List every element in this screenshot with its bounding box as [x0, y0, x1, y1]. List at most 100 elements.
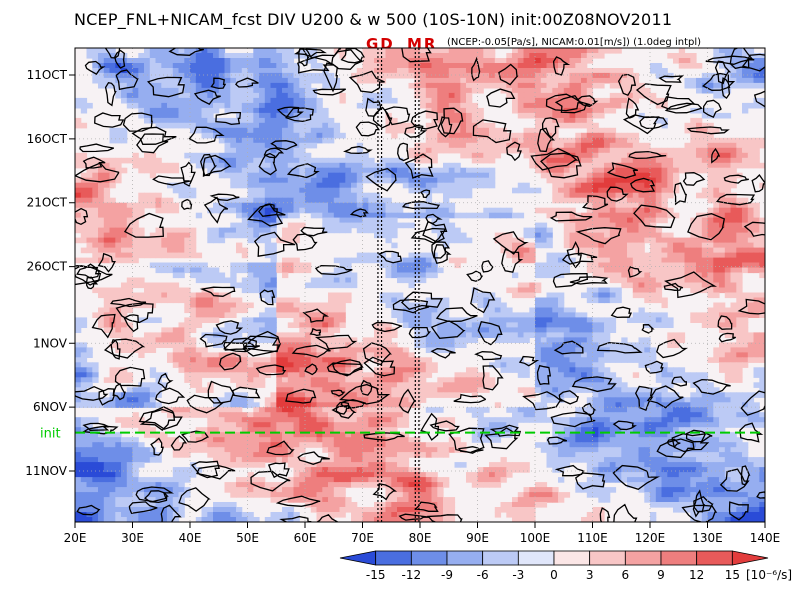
shading-cell [466, 172, 473, 179]
shading-cell [724, 267, 732, 274]
shading-cell [86, 48, 93, 54]
shading-cell [178, 237, 185, 244]
shading-cell [259, 197, 266, 204]
shading-cell [558, 137, 565, 144]
shading-cell [460, 187, 467, 194]
shading-cell [414, 337, 421, 343]
shading-cell [586, 342, 594, 348]
shading-cell [126, 212, 134, 219]
shading-cell [535, 72, 542, 79]
shading-cell [540, 162, 548, 169]
shading-cell [75, 97, 82, 104]
shading-cell [552, 97, 559, 104]
shading-cell [673, 332, 680, 338]
shading-cell [512, 72, 519, 79]
shading-cell [471, 157, 479, 164]
shading-cell [224, 107, 231, 114]
shading-cell [753, 312, 760, 318]
shading-cell [75, 157, 82, 164]
shading-cell [598, 357, 605, 363]
shading-cell [109, 172, 116, 179]
shading-cell [184, 237, 191, 244]
shading-cell [414, 48, 421, 54]
shading-cell [287, 137, 295, 144]
shading-cell [707, 142, 714, 149]
shading-cell [213, 97, 220, 104]
shading-cell [523, 87, 530, 94]
shading-cell [322, 352, 329, 358]
shading-cell [339, 262, 346, 269]
shading-cell [667, 187, 674, 194]
shading-cell [575, 68, 582, 74]
shading-cell [661, 192, 668, 199]
shading-cell [379, 58, 387, 64]
shading-cell [512, 58, 519, 64]
shading-cell [80, 107, 88, 114]
shading-cell [512, 257, 519, 264]
shading-cell [598, 182, 605, 189]
shading-cell [615, 177, 622, 184]
shading-cell [155, 68, 162, 74]
shading-cell [103, 237, 111, 244]
shading-cell [316, 122, 323, 129]
shading-cell [368, 172, 375, 179]
shading-cell [362, 352, 369, 358]
shading-cell [471, 212, 479, 219]
shading-cell [109, 317, 116, 323]
shading-cell [247, 167, 254, 174]
shading-cell [310, 337, 318, 343]
shading-cell [86, 232, 93, 239]
shading-cell [506, 287, 513, 294]
shading-cell [218, 307, 226, 314]
shading-cell [247, 162, 254, 169]
shading-cell [184, 357, 191, 363]
shading-cell [109, 292, 116, 299]
shading-cell [621, 282, 628, 289]
shading-cell [293, 302, 300, 309]
shading-cell [379, 197, 387, 204]
shading-cell [609, 327, 617, 333]
shading-cell [586, 207, 594, 214]
shading-cell [759, 307, 765, 314]
shading-cell [546, 122, 553, 129]
shading-cell [241, 362, 249, 368]
shading-cell [328, 127, 335, 134]
shading-cell [581, 162, 588, 169]
shading-cell [604, 167, 611, 174]
shading-cell [448, 187, 456, 194]
shading-cell [92, 252, 99, 259]
shading-cell [310, 357, 318, 363]
shading-cell [75, 342, 82, 348]
shading-cell [690, 63, 697, 69]
shading-cell [316, 137, 323, 144]
shading-cell [149, 242, 157, 249]
shading-cell [310, 317, 318, 323]
shading-cell [138, 282, 145, 289]
shading-cell [161, 77, 168, 84]
shading-cell [126, 302, 134, 309]
shading-cell [604, 357, 611, 363]
shading-cell [667, 192, 674, 199]
shading-cell [293, 202, 300, 209]
shading-cell [184, 292, 191, 299]
shading-cell [247, 282, 254, 289]
shading-cell [696, 127, 703, 134]
shading-cell [638, 142, 645, 149]
shading-cell [736, 267, 743, 274]
shading-cell [655, 322, 663, 328]
shading-cell [558, 312, 565, 318]
shading-cell [293, 322, 300, 328]
shading-cell [552, 297, 559, 304]
shading-cell [684, 252, 691, 259]
shading-cell [316, 212, 323, 219]
shading-cell [558, 322, 565, 328]
shading-cell [155, 162, 162, 169]
shading-cell [730, 63, 737, 69]
shading-cell [224, 302, 231, 309]
shading-cell [305, 157, 312, 164]
shading-cell [535, 102, 542, 109]
shading-cell [512, 87, 519, 94]
shading-cell [368, 58, 375, 64]
shading-cell [632, 262, 640, 269]
shading-cell [466, 77, 473, 84]
